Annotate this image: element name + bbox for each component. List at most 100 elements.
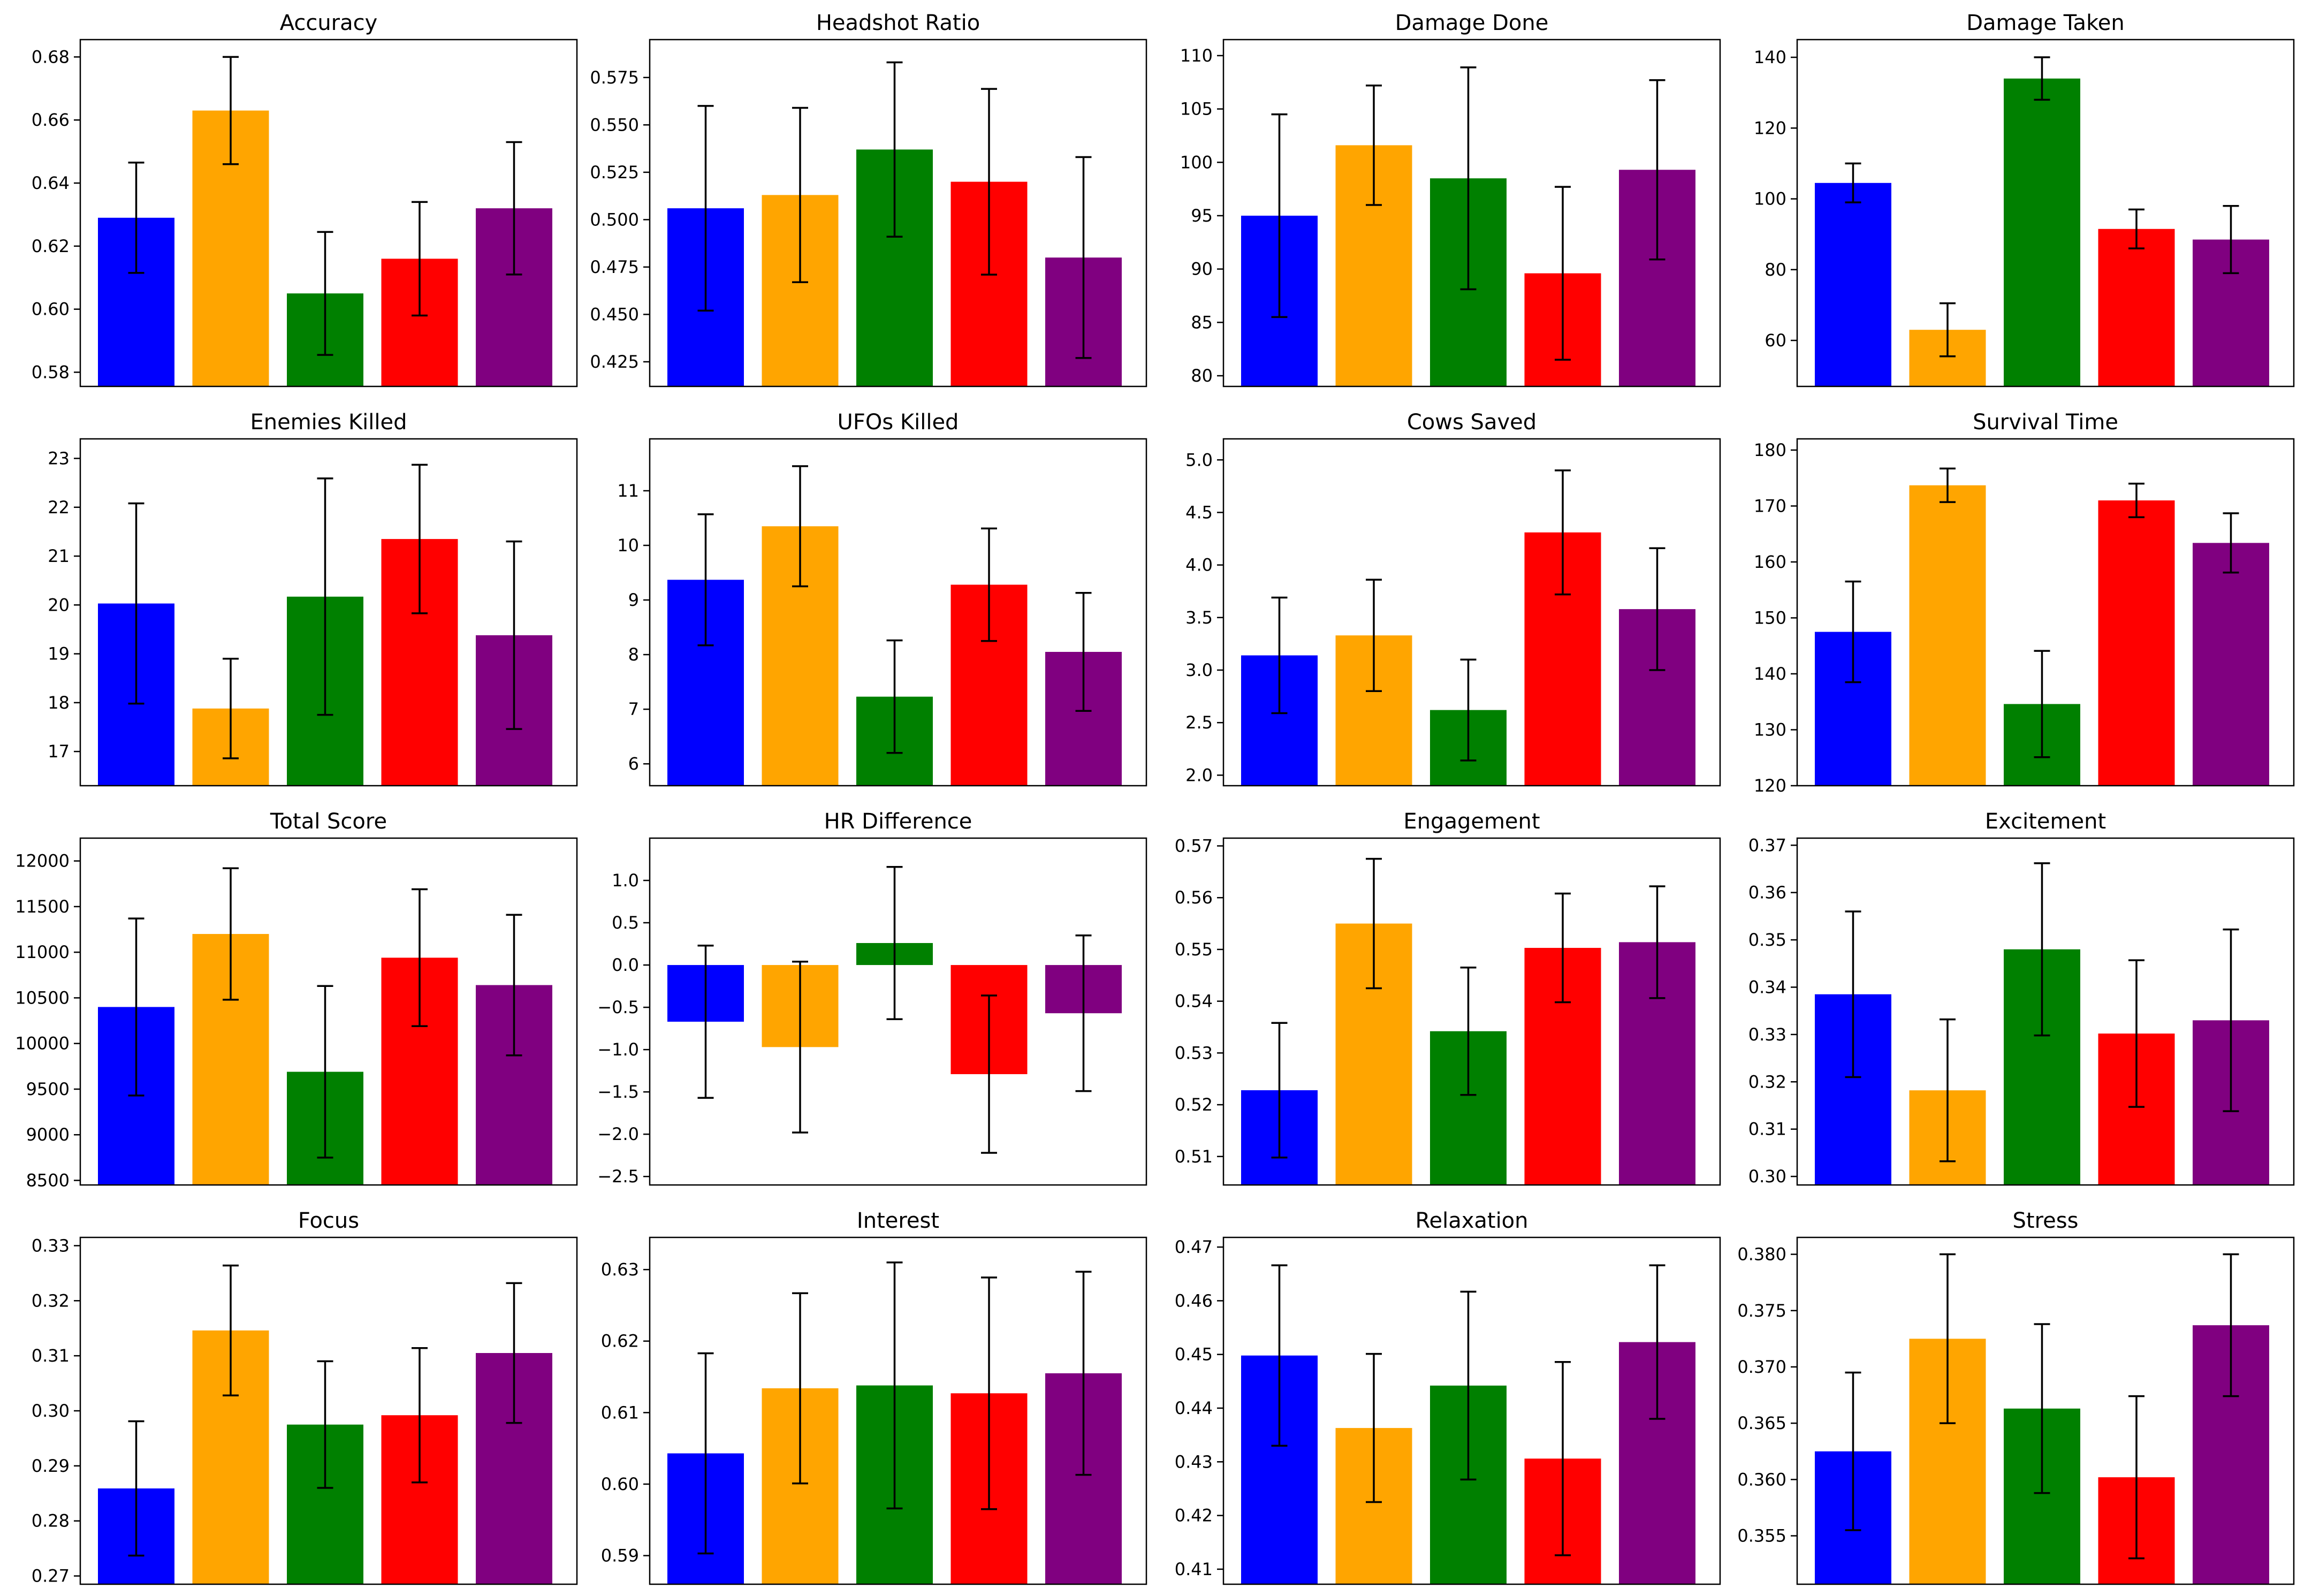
- y-tick-label: 2.0: [1185, 765, 1213, 785]
- y-tick-label: 17: [48, 741, 70, 762]
- y-tick-label: 0.62: [32, 236, 70, 256]
- y-tick-label: 0.46: [1175, 1290, 1213, 1311]
- y-tick-label: 0.57: [1175, 836, 1213, 856]
- y-tick-label: 8: [628, 644, 639, 665]
- y-tick-label: 140: [1754, 664, 1786, 684]
- y-tick-label: 0.56: [1175, 887, 1213, 908]
- y-tick-label: 0.47: [1175, 1237, 1213, 1257]
- y-tick-label: 0.59: [601, 1546, 639, 1566]
- y-tick-label: 0.475: [590, 257, 639, 277]
- panel-relaxation: Relaxation 0.41 0.42 0.43 0.44 0.45 0.46 0.47: [1175, 1209, 1721, 1585]
- y-tick-label: 11: [617, 481, 639, 501]
- y-tick-label: 140: [1754, 47, 1786, 67]
- y-tick-label: 0.52: [1175, 1095, 1213, 1115]
- y-tick-label: 0.500: [590, 209, 639, 230]
- panel-damage-done: Damage Done 80 85 90 95 100 105 110: [1180, 11, 1721, 387]
- y-tick-label: 1.0: [612, 870, 639, 891]
- panel-title: Damage Done: [1395, 11, 1549, 35]
- y-tick-label: 0.34: [1748, 977, 1786, 997]
- y-tick-label: 11500: [15, 896, 70, 917]
- panel-total-score: Total Score 8500 9000 9500 10000 10500 11000 11…: [15, 809, 578, 1190]
- y-tick-label: 0.44: [1175, 1398, 1213, 1418]
- y-tick-label: 9: [628, 590, 639, 610]
- y-tick-label: 90: [1191, 259, 1213, 279]
- y-tick-label: −1.5: [597, 1082, 639, 1102]
- y-tick-label: 0.68: [32, 47, 70, 67]
- y-tick-label: 6: [628, 754, 639, 774]
- y-tick-label: 180: [1754, 440, 1786, 460]
- panel-interest: Interest 0.59 0.60 0.61 0.62 0.63: [601, 1209, 1147, 1585]
- y-tick-label: 0.60: [601, 1474, 639, 1494]
- y-tick-label: 170: [1754, 496, 1786, 516]
- y-tick-label: 4.0: [1185, 555, 1213, 575]
- y-tick-label: 160: [1754, 552, 1786, 572]
- bar: [2098, 500, 2175, 786]
- panel-title: Interest: [857, 1209, 939, 1233]
- y-tick-label: 0.41: [1175, 1559, 1213, 1579]
- axes-frame: [649, 837, 1147, 1186]
- y-tick-label: 4.5: [1185, 502, 1213, 522]
- y-tick-label: 0.360: [1737, 1469, 1786, 1489]
- y-tick-label: 0.42: [1175, 1506, 1213, 1526]
- y-tick-label: 18: [48, 693, 70, 713]
- y-tick-label: 0.31: [1748, 1119, 1786, 1139]
- y-tick-label: 0.365: [1737, 1413, 1786, 1433]
- y-tick-label: 0.29: [32, 1456, 70, 1476]
- y-tick-label: 110: [1180, 45, 1213, 66]
- panel-title: Survival Time: [1973, 410, 2118, 435]
- y-tick-label: 0.64: [32, 173, 70, 193]
- y-tick-label: −2.5: [597, 1166, 639, 1187]
- bar: [1909, 485, 1986, 786]
- y-tick-label: −2.0: [597, 1124, 639, 1144]
- y-tick-label: 0.58: [32, 362, 70, 382]
- y-tick-label: 0.32: [1748, 1071, 1786, 1092]
- y-tick-label: 3.5: [1185, 607, 1213, 628]
- y-tick-label: 20: [48, 595, 70, 615]
- panel-title: Cows Saved: [1407, 410, 1537, 435]
- y-tick-label: 0.43: [1175, 1451, 1213, 1472]
- y-tick-label: 0.450: [590, 304, 639, 324]
- panel-title: UFOs Killed: [838, 410, 959, 435]
- axes-frame: [649, 39, 1147, 387]
- panel-title: Relaxation: [1415, 1209, 1528, 1233]
- y-tick-label: 0.380: [1737, 1244, 1786, 1265]
- y-tick-label: 0.35: [1748, 930, 1786, 950]
- y-tick-label: 9000: [26, 1124, 70, 1145]
- y-tick-label: 0.0: [612, 955, 639, 975]
- panel-title: Damage Taken: [1966, 11, 2125, 35]
- y-tick-label: 0.30: [32, 1401, 70, 1421]
- y-tick-label: 5.0: [1185, 450, 1213, 470]
- y-tick-label: 2.5: [1185, 712, 1213, 733]
- axes-frame: [79, 837, 578, 1186]
- panel-excitement: Excitement 0.30 0.31 0.32 0.33 0.34 0.35 0.36 0.…: [1748, 809, 2295, 1187]
- axes-frame: [1796, 438, 2295, 787]
- panel-title: Focus: [298, 1209, 359, 1233]
- y-tick-label: 60: [1765, 330, 1786, 351]
- y-tick-label: 0.550: [590, 115, 639, 135]
- panel-title: Engagement: [1403, 809, 1540, 834]
- panel-damage-taken: Damage Taken 60 80 100 120 140: [1754, 11, 2295, 387]
- y-tick-label: 0.60: [32, 299, 70, 320]
- y-tick-label: 80: [1765, 260, 1786, 280]
- y-tick-label: 21: [48, 546, 70, 566]
- y-tick-label: 120: [1754, 118, 1786, 138]
- y-tick-label: 100: [1180, 152, 1213, 172]
- y-tick-label: 0.31: [32, 1346, 70, 1366]
- panel-title: Enemies Killed: [250, 410, 407, 435]
- y-tick-label: 0.5: [612, 913, 639, 933]
- y-tick-label: 0.370: [1737, 1357, 1786, 1377]
- y-tick-label: 0.425: [590, 352, 639, 372]
- axes-frame: [1222, 1236, 1721, 1585]
- axes-frame: [649, 1236, 1147, 1585]
- panel-enemies-killed: Enemies Killed 17 18 19 20 21 22 23: [48, 410, 578, 787]
- y-tick-label: 0.63: [601, 1259, 639, 1280]
- y-tick-label: 23: [48, 449, 70, 469]
- y-tick-label: 0.575: [590, 67, 639, 88]
- y-tick-label: 0.53: [1175, 1043, 1213, 1063]
- y-tick-label: 0.33: [32, 1235, 70, 1256]
- y-tick-label: 0.36: [1748, 883, 1786, 903]
- axes-frame: [1796, 837, 2295, 1186]
- y-tick-label: 0.375: [1737, 1301, 1786, 1321]
- y-tick-label: 10500: [15, 987, 70, 1008]
